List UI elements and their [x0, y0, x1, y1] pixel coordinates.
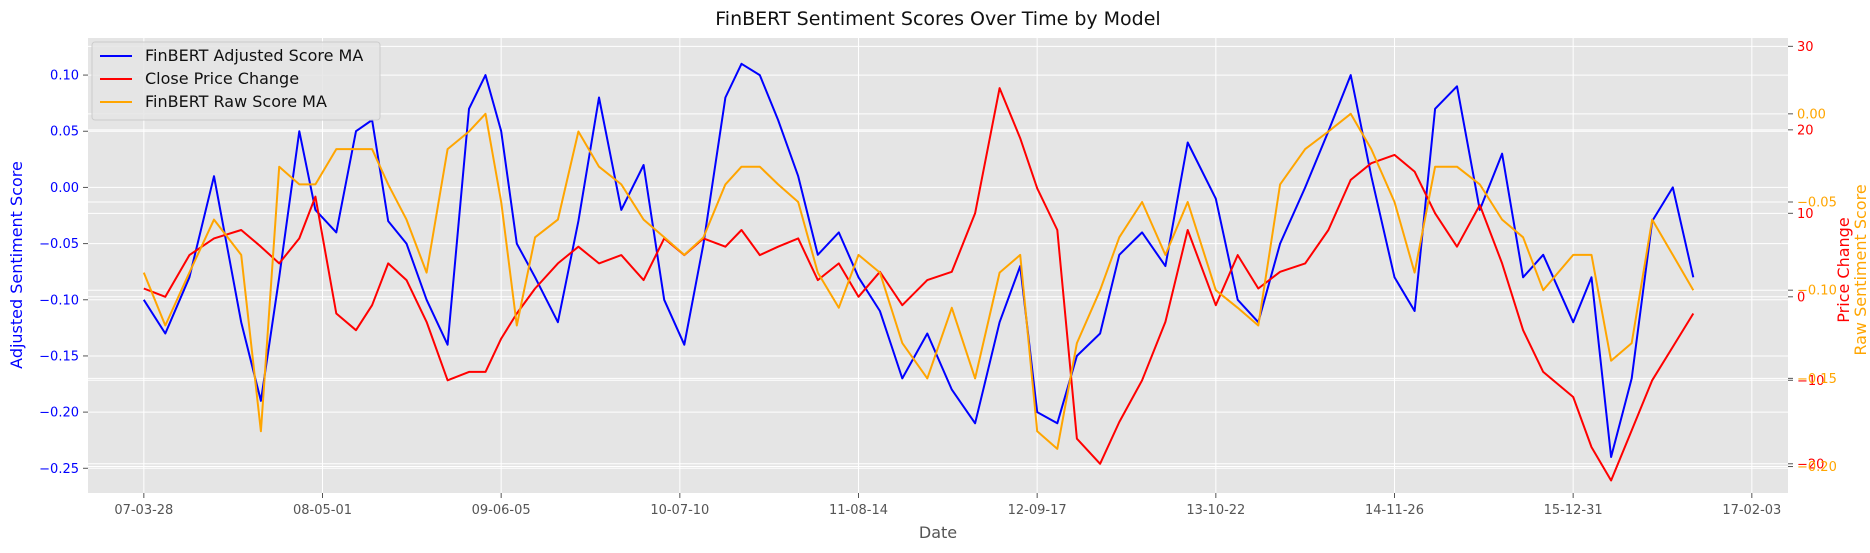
x-tick-label: 12-09-17	[1008, 503, 1067, 518]
x-tick-label: 14-11-26	[1365, 503, 1424, 518]
grid-layer	[88, 38, 1788, 493]
legend: FinBERT Adjusted Score MA Close Price Ch…	[91, 41, 381, 121]
y-tick-label-raw: −0.05	[1797, 196, 1837, 211]
y-tick-label-price: −20	[1797, 457, 1824, 472]
legend-label-raw: FinBERT Raw Score MA	[145, 92, 327, 111]
y-tick-label-price: 0	[1797, 290, 1805, 305]
axis-layer: 07-03-28 08-05-01 09-06-05 10-07-10 11-08-14…	[39, 40, 1837, 518]
y-axis-label-price: Price Change	[1834, 217, 1853, 322]
y-axis-label-left: Adjusted Sentiment Score	[7, 161, 26, 369]
x-tick-label: 11-08-14	[829, 503, 888, 518]
y-tick-label-raw: 0.00	[1797, 107, 1826, 122]
series-layer	[142, 62, 1695, 482]
y-tick-label-left: 0.10	[50, 69, 79, 84]
chart-title: FinBERT Sentiment Scores Over Time by Mo…	[715, 8, 1160, 30]
y-axis-label-raw: Raw Sentiment Score	[1851, 184, 1870, 355]
y-tick-label-left: −0.15	[39, 349, 79, 364]
y-tick-label-price: 10	[1797, 207, 1814, 222]
y-tick-label-raw: −0.20	[1797, 460, 1837, 475]
legend-label-adjusted: FinBERT Adjusted Score MA	[145, 46, 363, 65]
y-tick-label-price: −10	[1797, 374, 1824, 389]
x-tick-label: 15-12-31	[1544, 503, 1603, 518]
x-axis-label: Date	[919, 523, 957, 542]
y-tick-label-left: −0.05	[39, 237, 79, 252]
y-tick-label-left: −0.20	[39, 406, 79, 421]
series-line-adjusted	[142, 62, 1695, 458]
x-tick-label: 13-10-22	[1186, 503, 1245, 518]
y-tick-label-price: 20	[1797, 123, 1814, 138]
y-tick-label-raw: −0.15	[1797, 372, 1837, 387]
x-tick-label: 08-05-01	[293, 503, 352, 518]
x-tick-label: 07-03-28	[114, 503, 173, 518]
x-tick-label: 17-02-03	[1722, 503, 1781, 518]
series-line-raw	[142, 112, 1695, 450]
y-tick-label-left: −0.25	[39, 462, 79, 477]
y-tick-label-left: −0.10	[39, 293, 79, 308]
x-tick-label: 09-06-05	[472, 503, 531, 518]
y-tick-label-raw: −0.10	[1797, 284, 1837, 299]
legend-label-price: Close Price Change	[145, 69, 299, 88]
y-tick-label-left: 0.00	[50, 181, 79, 196]
legend-box	[91, 41, 381, 121]
y-tick-label-left: 0.05	[50, 125, 79, 140]
y-tick-label-price: 30	[1797, 40, 1814, 55]
x-tick-label: 10-07-10	[650, 503, 709, 518]
